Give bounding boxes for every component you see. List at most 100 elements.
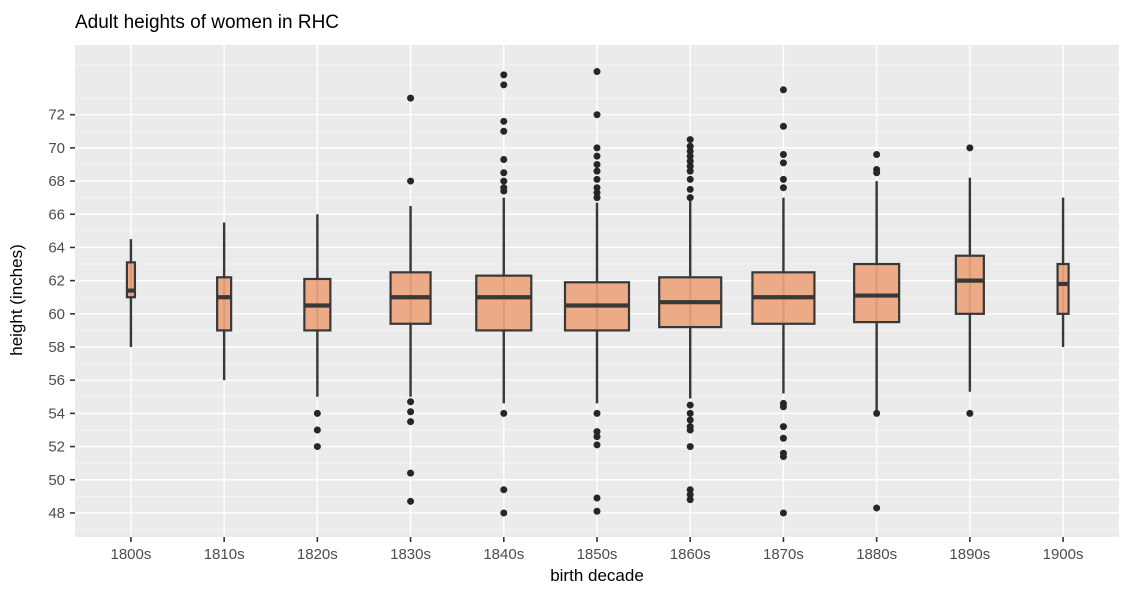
outlier-dot bbox=[500, 117, 508, 125]
y-tick-label: 50 bbox=[48, 472, 65, 489]
outlier-dot bbox=[593, 152, 601, 160]
iqr-box bbox=[1056, 262, 1070, 315]
outlier-dot bbox=[500, 177, 508, 185]
outlier-dot bbox=[407, 418, 415, 426]
outlier-dot bbox=[966, 144, 974, 152]
x-tick-label: 1830s bbox=[390, 546, 431, 563]
outlier-dot bbox=[593, 68, 601, 76]
outlier-dot bbox=[686, 496, 694, 504]
x-tick-label: 1880s bbox=[856, 546, 897, 563]
x-tick-label: 1810s bbox=[204, 546, 245, 563]
outlier-dot bbox=[500, 169, 508, 177]
outlier-dot bbox=[686, 185, 694, 193]
outlier-dot bbox=[686, 443, 694, 451]
x-tick-label: 1850s bbox=[577, 546, 618, 563]
y-tick-label: 68 bbox=[48, 173, 65, 190]
y-axis-title: height (inches) bbox=[7, 244, 26, 356]
y-tick-label: 52 bbox=[48, 439, 65, 456]
x-tick-label: 1890s bbox=[949, 546, 990, 563]
outlier-dot bbox=[966, 409, 974, 417]
iqr-box bbox=[216, 276, 233, 332]
outlier-dot bbox=[593, 160, 601, 168]
outlier-dot bbox=[873, 409, 881, 417]
outlier-dot bbox=[873, 169, 881, 177]
outlier-dot bbox=[686, 167, 694, 175]
outlier-dot bbox=[779, 509, 787, 517]
boxplot-1820s bbox=[303, 214, 332, 451]
outlier-dot bbox=[407, 408, 415, 416]
outlier-dot bbox=[779, 453, 787, 461]
outlier-dot bbox=[873, 151, 881, 159]
x-tick-label: 1840s bbox=[483, 546, 524, 563]
boxplot-1890s bbox=[954, 144, 985, 417]
outlier-dot bbox=[313, 426, 321, 434]
y-tick-label: 48 bbox=[48, 505, 65, 522]
y-tick-label: 66 bbox=[48, 206, 65, 223]
outlier-dot bbox=[500, 127, 508, 135]
outlier-dot bbox=[686, 162, 694, 170]
outlier-dot bbox=[779, 86, 787, 94]
y-tick-label: 60 bbox=[48, 306, 65, 323]
outlier-dot bbox=[779, 175, 787, 183]
iqr-box bbox=[125, 261, 137, 299]
outlier-dot bbox=[686, 491, 694, 499]
y-tick-label: 54 bbox=[48, 405, 65, 422]
axes: 48 50 52 54 56 58 60 62 64 66 68 70 72 1800s 1810s 1820… bbox=[48, 107, 1083, 563]
y-tick-label: 56 bbox=[48, 372, 65, 389]
outlier-dot bbox=[779, 159, 787, 167]
boxplot-1870s bbox=[751, 86, 816, 517]
boxplot-1880s bbox=[853, 151, 901, 512]
outlier-dot bbox=[686, 401, 694, 409]
outlier-dot bbox=[686, 416, 694, 424]
outlier-dot bbox=[779, 434, 787, 442]
outlier-dot bbox=[313, 409, 321, 417]
outlier-dot bbox=[686, 136, 694, 144]
outlier-dot bbox=[500, 509, 508, 517]
outlier-dot bbox=[593, 494, 601, 502]
x-tick-label: 1860s bbox=[670, 546, 711, 563]
iqr-box bbox=[954, 254, 985, 315]
outlier-dot bbox=[779, 151, 787, 159]
outlier-dot bbox=[407, 94, 415, 102]
outlier-dot bbox=[593, 111, 601, 119]
outlier-dot bbox=[407, 469, 415, 477]
x-tick-label: 1820s bbox=[297, 546, 338, 563]
outlier-dot bbox=[686, 157, 694, 165]
boxplot-1900s bbox=[1056, 197, 1070, 348]
outlier-dot bbox=[779, 184, 787, 192]
boxplot-1810s bbox=[216, 222, 233, 381]
outlier-dot bbox=[593, 184, 601, 192]
outlier-dot bbox=[500, 187, 508, 195]
outlier-dot bbox=[313, 443, 321, 451]
y-tick-label: 64 bbox=[48, 239, 65, 256]
plot-panel bbox=[75, 45, 1119, 537]
outlier-dot bbox=[686, 175, 694, 183]
chart-title: Adult heights of women in RHC bbox=[75, 12, 339, 33]
x-axis-title: birth decade bbox=[550, 566, 644, 585]
boxplot-1840s bbox=[475, 71, 533, 517]
outlier-dot bbox=[686, 409, 694, 417]
iqr-box bbox=[475, 274, 533, 332]
y-tick-label: 70 bbox=[48, 140, 65, 157]
y-tick-label: 72 bbox=[48, 107, 65, 124]
boxplot-1860s bbox=[658, 136, 723, 504]
outlier-dot bbox=[593, 144, 601, 152]
outlier-dot bbox=[500, 71, 508, 79]
outlier-dot bbox=[873, 504, 881, 512]
outlier-dot bbox=[500, 81, 508, 89]
outlier-dot bbox=[686, 194, 694, 202]
boxplot-1850s bbox=[563, 68, 631, 515]
outlier-dot bbox=[779, 122, 787, 130]
y-tick-label: 62 bbox=[48, 273, 65, 290]
outlier-dot bbox=[500, 486, 508, 494]
outlier-dot bbox=[593, 409, 601, 417]
outlier-dot bbox=[779, 403, 787, 411]
x-tick-label: 1870s bbox=[763, 546, 804, 563]
outlier-dot bbox=[593, 194, 601, 202]
outlier-dot bbox=[593, 189, 601, 197]
outlier-dot bbox=[686, 152, 694, 160]
outlier-dot bbox=[500, 155, 508, 163]
x-tick-label: 1800s bbox=[110, 546, 151, 563]
outlier-dot bbox=[407, 177, 415, 185]
